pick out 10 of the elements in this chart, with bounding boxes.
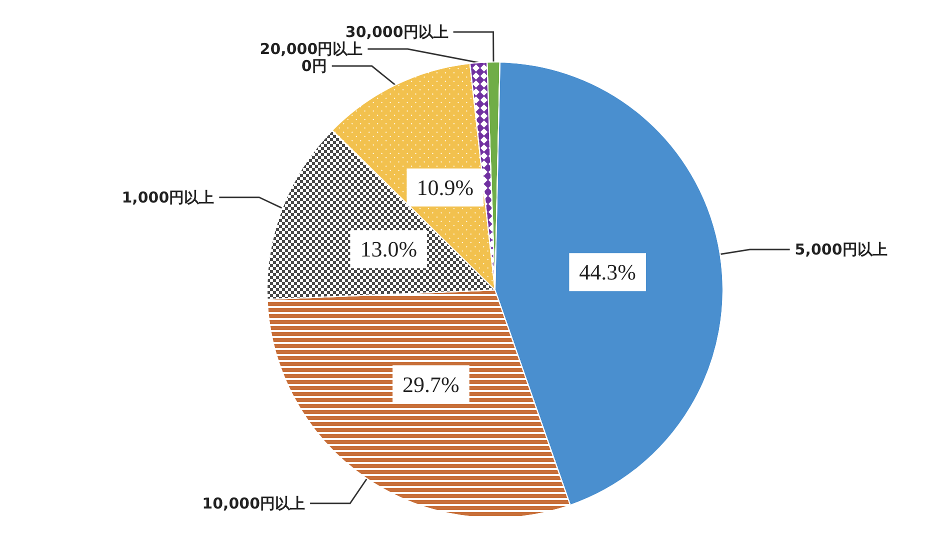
data-label: 10.9% — [416, 174, 474, 200]
slice-label: 30,000円以上 — [345, 23, 448, 42]
slice-label: 10,000円以上 — [202, 494, 306, 512]
slice-label: 1,000円以上 — [122, 188, 214, 206]
slice-label: 0円 — [301, 57, 327, 76]
data-label: 44.3% — [579, 260, 636, 285]
data-label: 29.7% — [402, 372, 460, 397]
data-label: 13.0% — [360, 236, 418, 262]
slice-label: 5,000円以上 — [794, 240, 888, 259]
slice-label: 20,000円以上 — [260, 40, 363, 58]
